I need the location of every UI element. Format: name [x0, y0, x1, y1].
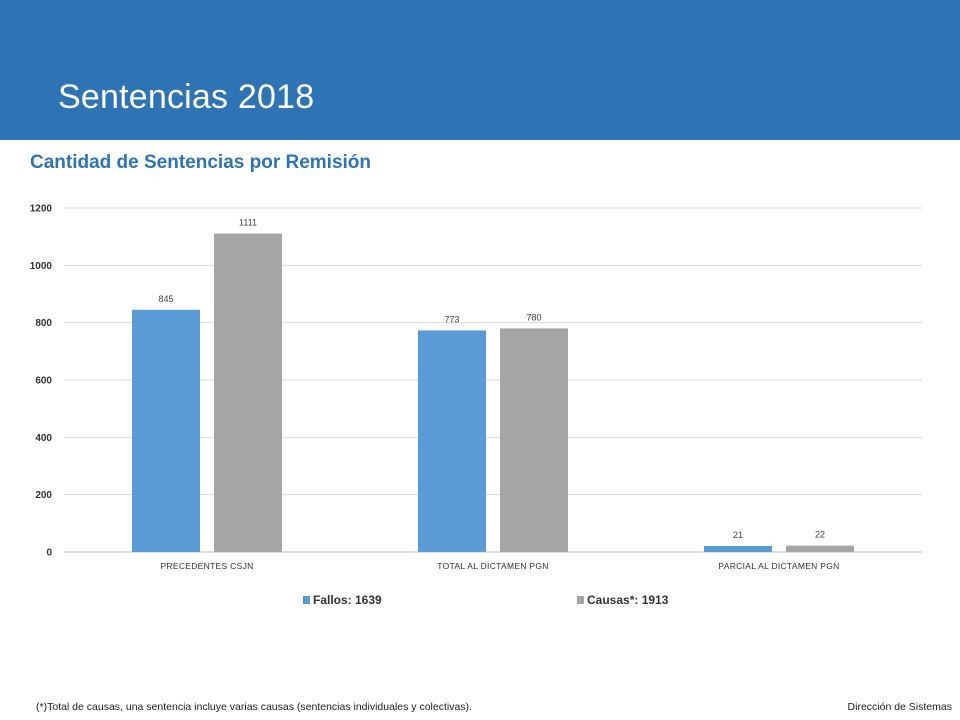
legend-label: Causas*: 1913: [587, 593, 669, 607]
bar-causas: [214, 233, 282, 552]
y-tick-label: 0: [46, 548, 52, 559]
bar-fallos: [418, 330, 486, 552]
footnote: (*)Total de causas, una sentencia incluy…: [36, 701, 472, 713]
y-tick-label: 800: [35, 318, 52, 329]
bar-causas: [500, 328, 568, 552]
category-label: TOTAL AL DICTAMEN PGN: [437, 561, 548, 571]
y-tick-label: 400: [35, 433, 52, 444]
bar-fallos: [704, 545, 772, 552]
category-labels: PRECEDENTES CSJN TOTAL AL DICTAMEN PGN PAR…: [160, 561, 839, 571]
category-label: PRECEDENTES CSJN: [160, 561, 253, 571]
data-label: 780: [526, 312, 541, 322]
chart-title: Cantidad de Sentencias por Remisión: [30, 152, 372, 173]
legend-label: Fallos: 1639: [313, 593, 382, 607]
data-label: 21: [733, 530, 743, 540]
y-axis-ticks: 0 200 400 600 800 1000 1200: [30, 204, 53, 559]
bar-causas: [786, 545, 854, 552]
legend: Fallos: 1639 Causas*: 1913: [303, 593, 669, 607]
slide-title: Sentencias 2018: [58, 78, 315, 116]
y-tick-label: 200: [35, 490, 52, 501]
data-label: 1111: [239, 218, 257, 228]
y-tick-label: 1000: [30, 261, 53, 272]
y-tick-label: 1200: [30, 204, 53, 215]
data-label: 773: [444, 314, 459, 324]
legend-swatch: [577, 596, 584, 604]
title-banner: Sentencias 2018: [0, 0, 960, 140]
bar-fallos: [132, 309, 200, 552]
bars: [132, 233, 854, 552]
data-label: 845: [158, 294, 173, 304]
footer-department: Dirección de Sistemas: [847, 701, 952, 713]
legend-swatch: [303, 596, 310, 604]
category-label: PARCIAL AL DICTAMEN PGN: [718, 561, 839, 571]
y-tick-label: 600: [35, 376, 52, 387]
gridlines: [64, 207, 922, 553]
data-label: 22: [815, 530, 825, 540]
data-labels: 845 1111 773 780 21 22: [158, 218, 825, 540]
